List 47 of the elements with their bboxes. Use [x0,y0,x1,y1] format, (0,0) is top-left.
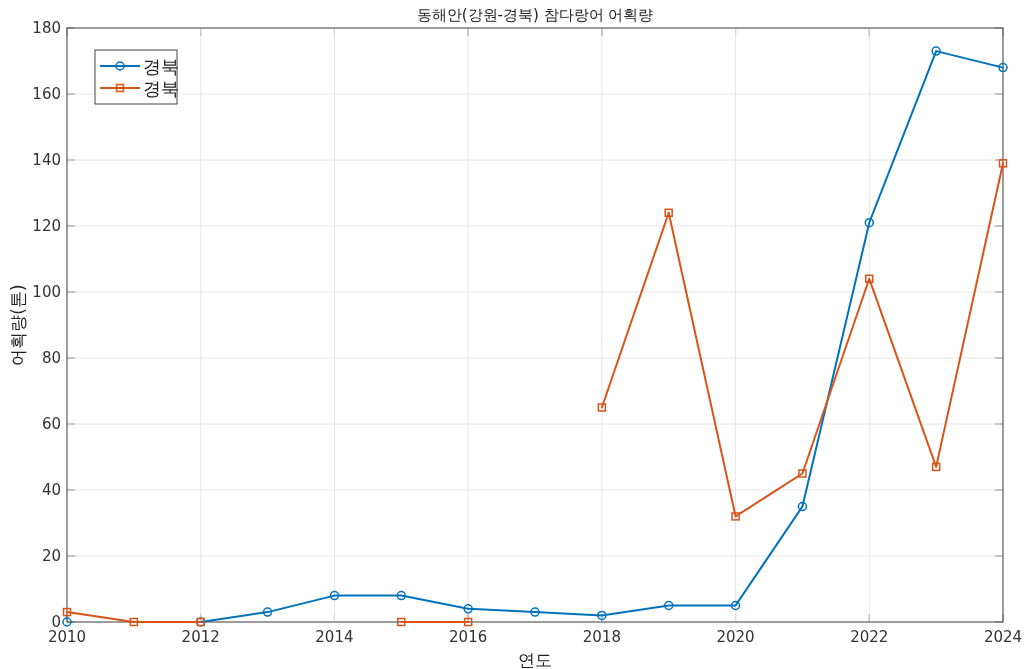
y-tick-label: 160 [32,85,61,103]
legend-label: 경북 [143,56,179,77]
point [463,604,473,614]
x-tick-label: 2022 [850,628,889,646]
point [62,607,72,617]
point [62,617,72,627]
y-tick-label: 100 [32,283,61,301]
y-tick-label: 80 [41,349,61,367]
x-tick-label: 2018 [582,628,621,646]
x-tick-label: 2012 [181,628,220,646]
point [864,217,875,228]
point [129,617,139,627]
point [797,501,808,512]
point [730,600,741,611]
y-tick-label: 120 [32,217,61,235]
point [597,403,607,412]
point [931,462,941,472]
point [397,617,406,627]
point [663,600,674,611]
point [396,590,407,601]
y-axis-title: 어획량(톤) [8,284,28,366]
x-tick-label: 2016 [449,628,488,646]
point [664,208,673,218]
point [998,62,1008,73]
x-tick-label: 2014 [315,628,354,646]
point [931,46,941,56]
y-tick-label: 40 [41,481,61,499]
point [798,469,807,478]
chart-title: 동해안(강원-경북) 참다랑어 어획량 [416,6,654,24]
y-tick-label: 20 [41,547,61,565]
point [329,590,340,601]
point [998,159,1008,168]
x-tick-label: 2010 [47,628,87,646]
y-tick-label: 60 [41,415,61,433]
point [865,274,874,284]
point [463,617,473,627]
x-tick-label: 2024 [983,628,1023,646]
point [597,610,607,621]
x-axis-title: 연도 [518,650,552,669]
y-tick-label: 180 [32,19,61,37]
y-tick-label: 0 [51,613,61,631]
point [731,512,740,521]
point [530,607,540,617]
x-tick-label: 2020 [716,628,755,646]
legend-label: 경북 [143,78,179,99]
y-tick-label: 140 [32,151,61,169]
point [262,607,273,617]
